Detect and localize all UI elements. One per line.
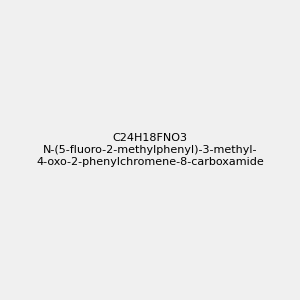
Text: C24H18FNO3
N-(5-fluoro-2-methylphenyl)-3-methyl-
4-oxo-2-phenylchromene-8-carbox: C24H18FNO3 N-(5-fluoro-2-methylphenyl)-3… [36,134,264,166]
